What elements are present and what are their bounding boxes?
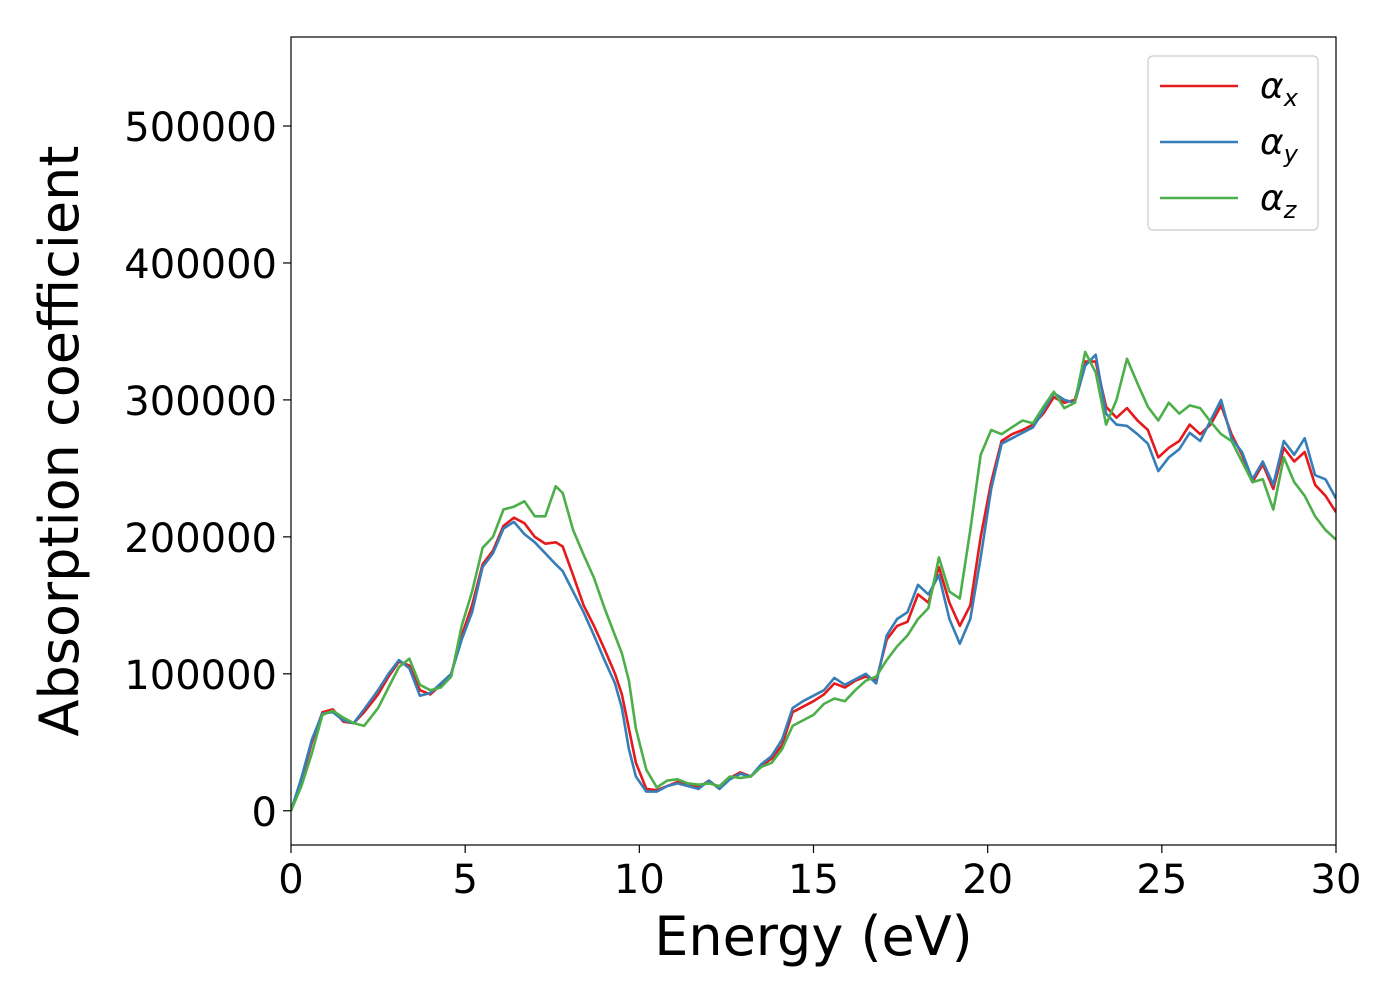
x-tick-label: 0 (278, 857, 303, 903)
legend: αx αy αz (1147, 55, 1319, 231)
x-tick-label: 10 (614, 857, 665, 903)
legend-label-x: αx (1260, 66, 1299, 112)
series-line-y (291, 353, 1336, 812)
x-axis-title: Energy (eV) (654, 905, 973, 968)
x-tick-label: 5 (452, 857, 477, 903)
ticks-layer: 0 5 10 15 20 25 30 0 100000 200000 300000 400000 500… (124, 105, 1361, 903)
y-tick-label: 500000 (124, 105, 277, 151)
x-tick-label: 20 (962, 857, 1013, 903)
y-tick-label: 400000 (124, 242, 277, 288)
series-layer (291, 350, 1336, 812)
series-line-z (291, 350, 1336, 812)
series-line-x (291, 360, 1336, 812)
legend-label-y: αy (1260, 122, 1299, 168)
y-tick-label: 0 (252, 790, 277, 836)
legend-label-z: αz (1260, 178, 1298, 224)
x-tick-label: 30 (1311, 857, 1362, 903)
x-tick-label: 15 (788, 857, 839, 903)
y-axis-title: Absorption coefficient (28, 146, 91, 737)
y-tick-label: 200000 (124, 516, 277, 562)
y-tick-label: 300000 (124, 379, 277, 425)
x-tick-label: 25 (1136, 857, 1187, 903)
y-tick-label: 100000 (124, 653, 277, 699)
